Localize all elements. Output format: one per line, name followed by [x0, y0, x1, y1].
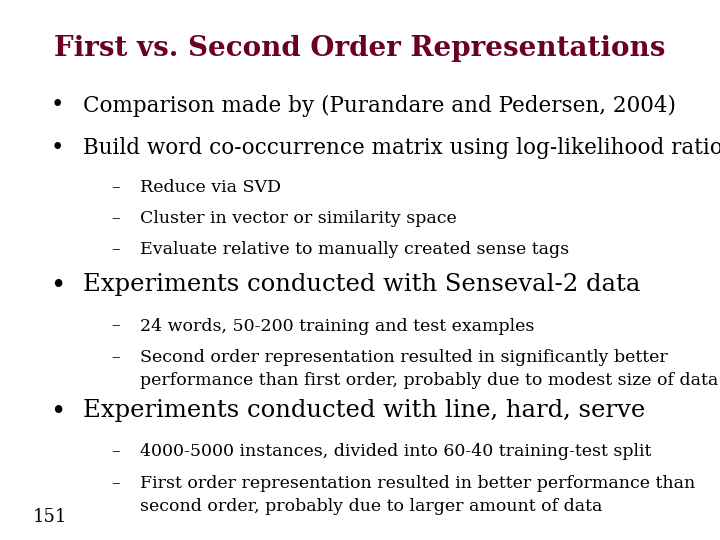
Text: Experiments conducted with Senseval-2 data: Experiments conducted with Senseval-2 da…: [83, 273, 640, 296]
Text: •: •: [50, 399, 66, 423]
Text: –: –: [112, 318, 120, 334]
Text: Build word co-occurrence matrix using log-likelihood ratio: Build word co-occurrence matrix using lo…: [83, 137, 720, 159]
Text: –: –: [112, 349, 120, 366]
Text: –: –: [112, 179, 120, 195]
Text: 24 words, 50-200 training and test examples: 24 words, 50-200 training and test examp…: [140, 318, 535, 334]
Text: First order representation resulted in better performance than
second order, pro: First order representation resulted in b…: [140, 475, 696, 515]
Text: •: •: [50, 94, 64, 117]
Text: –: –: [112, 443, 120, 460]
Text: –: –: [112, 241, 120, 258]
Text: •: •: [50, 273, 66, 298]
Text: 4000-5000 instances, divided into 60-40 training-test split: 4000-5000 instances, divided into 60-40 …: [140, 443, 652, 460]
Text: 151: 151: [32, 509, 67, 526]
Text: Reduce via SVD: Reduce via SVD: [140, 179, 282, 195]
Text: –: –: [112, 210, 120, 227]
Text: Evaluate relative to manually created sense tags: Evaluate relative to manually created se…: [140, 241, 570, 258]
Text: Cluster in vector or similarity space: Cluster in vector or similarity space: [140, 210, 457, 227]
Text: Experiments conducted with line, hard, serve: Experiments conducted with line, hard, s…: [83, 399, 645, 422]
Text: Second order representation resulted in significantly better
performance than fi: Second order representation resulted in …: [140, 349, 720, 389]
Text: •: •: [50, 137, 64, 159]
Text: –: –: [112, 475, 120, 491]
Text: Comparison made by (Purandare and Pedersen, 2004): Comparison made by (Purandare and Peders…: [83, 94, 676, 117]
Text: First vs. Second Order Representations: First vs. Second Order Representations: [54, 35, 666, 62]
